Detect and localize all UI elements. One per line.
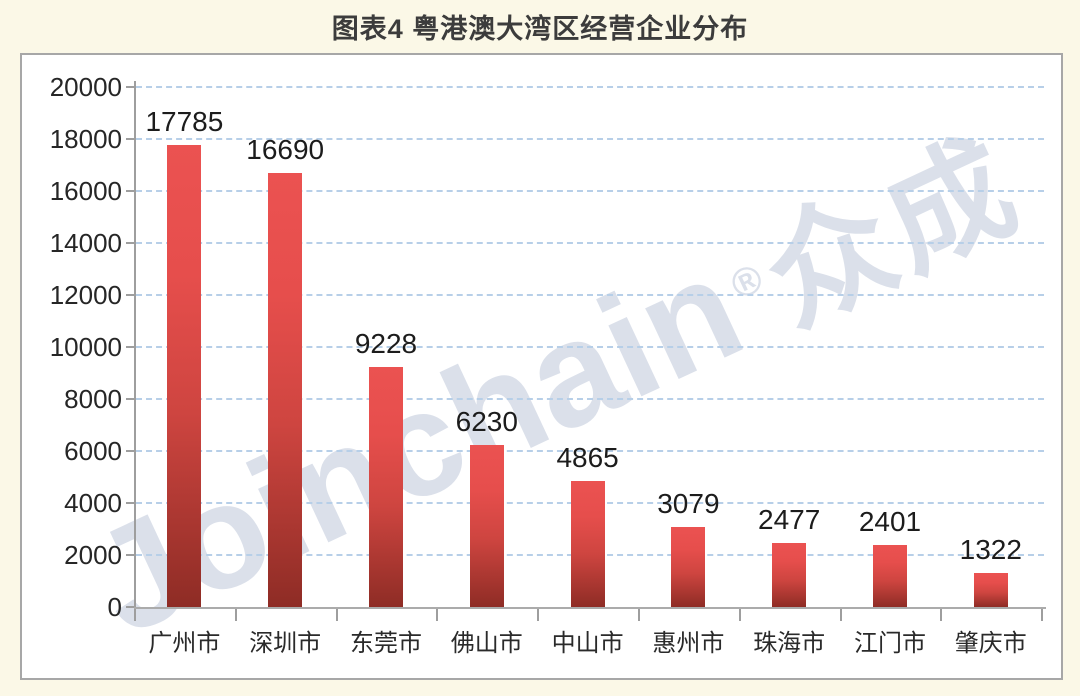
- y-gridline: [136, 346, 1044, 348]
- bar: [469, 445, 504, 607]
- y-axis-line: [134, 81, 136, 609]
- y-gridline: [136, 398, 1044, 400]
- x-category-label: 江门市: [853, 630, 926, 657]
- bar: [369, 367, 403, 607]
- y-tick-label: 14000: [49, 228, 122, 258]
- bar-value-label: 2477: [758, 504, 821, 535]
- y-tick: [126, 450, 136, 452]
- y-tick-label: 2000: [64, 540, 122, 570]
- y-tick-label: 8000: [64, 384, 122, 414]
- registered-trademark-icon: ®: [724, 255, 770, 309]
- bar-value-label: 17785: [145, 106, 224, 137]
- x-tick: [1041, 609, 1044, 621]
- x-tick: [940, 609, 943, 621]
- bar: [570, 481, 605, 607]
- bar: [772, 543, 807, 607]
- y-tick-label: 6000: [64, 436, 122, 466]
- x-tick: [335, 609, 338, 621]
- y-tick: [126, 86, 136, 88]
- x-tick: [537, 609, 540, 621]
- page-title: 图表4 粤港澳大湾区经营企业分布: [331, 14, 749, 44]
- y-tick-label: 12000: [49, 280, 122, 310]
- x-category-label: 东莞市: [349, 630, 422, 657]
- x-category-label: 肇庆市: [954, 630, 1027, 657]
- bar-value-label: 4865: [556, 442, 619, 473]
- y-tick: [126, 190, 136, 192]
- y-gridline: [136, 450, 1044, 452]
- y-gridline: [136, 138, 1044, 140]
- bar: [973, 573, 1008, 607]
- x-tick: [738, 609, 741, 621]
- y-tick: [126, 502, 136, 504]
- bar-value-label: 3079: [657, 488, 720, 519]
- y-gridline: [136, 86, 1044, 88]
- y-tick: [126, 294, 136, 296]
- x-tick: [234, 609, 237, 621]
- x-category-label: 珠海市: [753, 630, 826, 657]
- bar-value-label: 6230: [455, 406, 518, 437]
- y-tick: [126, 554, 136, 556]
- x-category-label: 深圳市: [249, 630, 322, 657]
- x-tick: [839, 609, 842, 621]
- y-tick-label: 4000: [64, 488, 122, 518]
- bar-value-label: 9228: [354, 328, 418, 359]
- x-tick: [638, 609, 640, 621]
- y-gridline: [136, 190, 1044, 192]
- bar-value-label: 1322: [959, 534, 1022, 565]
- bar: [167, 145, 202, 607]
- y-tick-label: 16000: [49, 176, 122, 206]
- x-tick: [134, 609, 136, 621]
- bar-value-label: 2401: [858, 506, 922, 537]
- y-gridline: [136, 242, 1044, 244]
- y-tick-label: 18000: [49, 124, 122, 154]
- x-axis-line: [134, 607, 1046, 609]
- y-tick: [126, 398, 136, 400]
- bar: [873, 545, 907, 607]
- y-tick: [126, 138, 136, 140]
- y-gridline: [136, 294, 1044, 296]
- x-category-label: 广州市: [148, 630, 221, 657]
- y-tick: [126, 242, 136, 244]
- y-tick: [126, 346, 136, 348]
- y-tick-label: 20000: [49, 72, 122, 102]
- watermark-brand-cjk: 众成: [745, 114, 1041, 351]
- chart-panel: Joinchain®众成 0 2000 4000 6000 8000 10000 12000…: [20, 53, 1063, 680]
- y-tick-label: 10000: [49, 332, 122, 362]
- x-category-label: 惠州市: [652, 630, 725, 657]
- bar: [671, 527, 706, 607]
- x-tick: [436, 609, 439, 621]
- x-category-label: 佛山市: [450, 630, 523, 657]
- bar-value-label: 16690: [246, 134, 325, 165]
- bar: [268, 173, 303, 607]
- y-tick: [126, 606, 136, 608]
- y-tick-label: 0: [107, 592, 122, 622]
- x-category-label: 中山市: [551, 630, 624, 657]
